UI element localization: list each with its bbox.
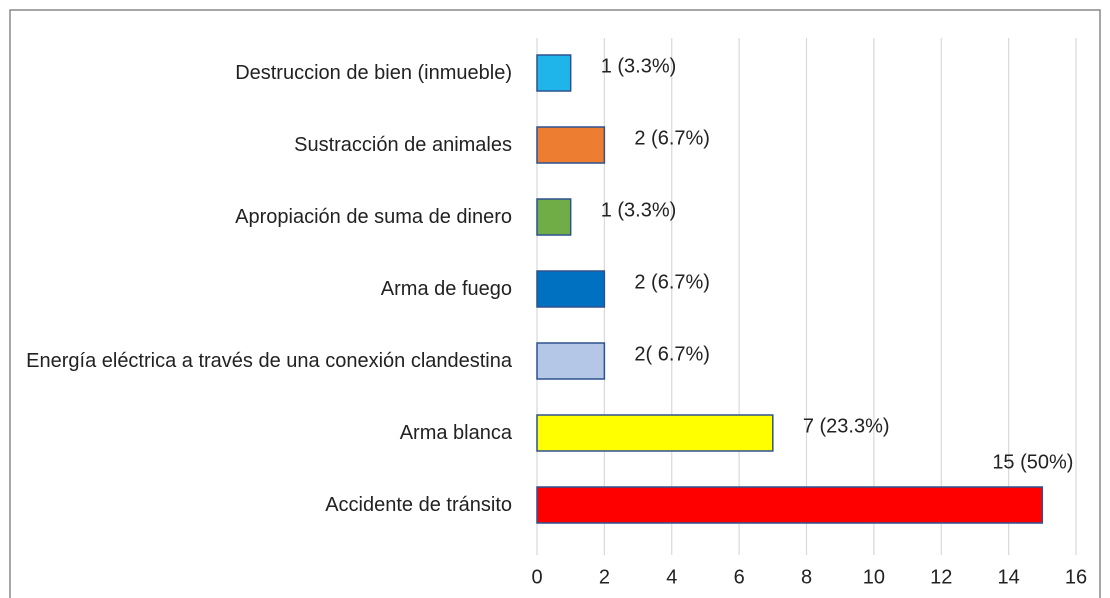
bar [536,342,606,380]
frame [9,9,1101,598]
value-label: 1 (3.3%) [601,55,677,77]
category-label-box: Energía eléctrica a través de una conexi… [0,325,512,397]
y-tick-label: Energía eléctrica a través de una conexi… [26,350,512,372]
x-tick-label: 8 [801,566,812,588]
category-label-box: Accidente de tránsito [0,469,512,541]
x-tick-label: 6 [734,566,745,588]
bar [536,486,1044,524]
y-tick-label: Accidente de tránsito [325,494,512,516]
category-label-box: Arma de fuego [0,253,512,325]
category-label-box: Sustracción de animales [0,109,512,181]
value-label: 15 (50%) [992,451,1073,473]
category-label-box: Destruccion de bien (inmueble) [0,37,512,109]
x-tick-label: 12 [930,566,952,588]
y-tick-label: Apropiación de suma de dinero [235,206,512,228]
x-tick-label: 0 [531,566,542,588]
value-label: 1 (3.3%) [601,199,677,221]
value-label: 7 (23.3%) [803,415,890,437]
bar [536,54,572,92]
y-tick-label: Sustracción de animales [294,134,512,156]
x-tick-label: 10 [863,566,885,588]
bar [536,270,606,308]
value-label: 2 (6.7%) [634,127,710,149]
y-tick-label: Arma de fuego [380,278,512,300]
y-tick-label: Arma blanca [399,422,512,444]
x-tick-label: 14 [998,566,1020,588]
bar [536,198,572,236]
x-tick-label: 16 [1065,566,1087,588]
x-tick-label: 4 [666,566,677,588]
bar [536,414,774,452]
value-label: 2 (6.7%) [634,271,710,293]
y-tick-label: Destruccion de bien (inmueble) [235,62,512,84]
value-label: 2( 6.7%) [634,343,710,365]
category-label-box: Apropiación de suma de dinero [0,181,512,253]
bar [536,126,606,164]
category-label-box: Arma blanca [0,397,512,469]
x-tick-label: 2 [599,566,610,588]
